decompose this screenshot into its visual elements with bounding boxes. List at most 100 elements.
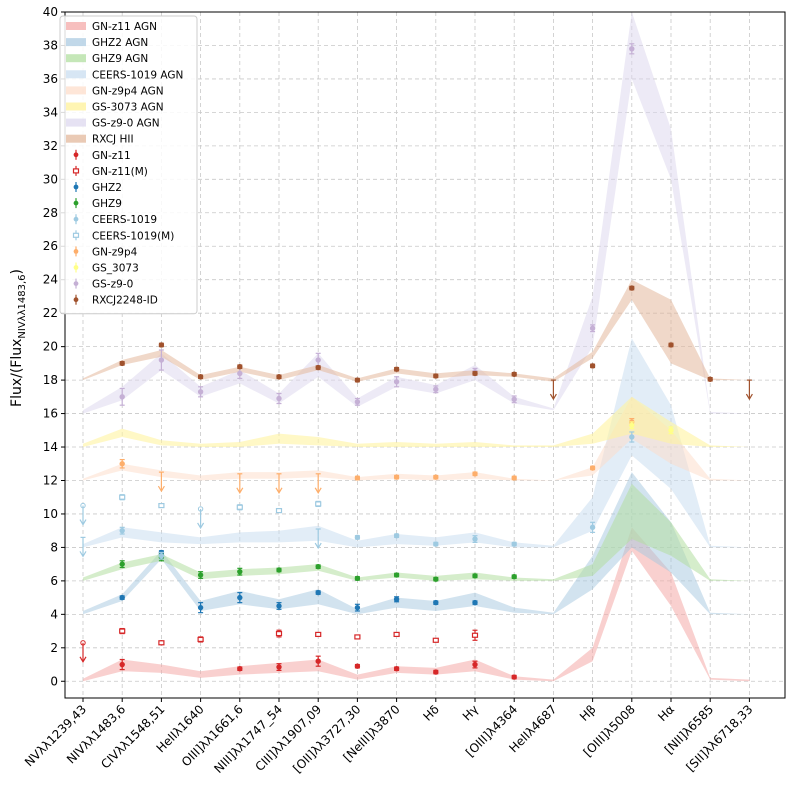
legend-label: RXCJ2248-ID [92, 295, 158, 307]
data-point [472, 661, 478, 668]
band-ghz2-agn [83, 472, 750, 615]
legend-label: GHZ9 AGN [92, 53, 148, 65]
legend-marker [73, 265, 79, 270]
data-point [119, 461, 125, 467]
data-point [629, 434, 635, 440]
legend-box [59, 15, 198, 315]
data-point [354, 604, 361, 611]
data-point [511, 475, 517, 481]
legend-marker [73, 152, 79, 158]
legend-marker [73, 249, 79, 254]
legend-marker [73, 216, 79, 222]
legend-item: GS_3073 [73, 262, 139, 275]
legend-label: RXCJ HII [92, 134, 134, 146]
data-point [275, 508, 283, 514]
y-tick-label: 30 [43, 172, 58, 186]
data-point [354, 475, 361, 481]
data-point [472, 536, 478, 542]
data-point [237, 568, 243, 575]
data-point [511, 541, 517, 547]
upper-limit-arrowhead [236, 487, 244, 494]
y-tick-label: 34 [43, 105, 58, 119]
y-axis-label: Flux/(FluxNIVλλ1483,6) [9, 269, 28, 407]
data-point [393, 631, 400, 638]
y-tick-label: 16 [43, 407, 58, 421]
data-point [393, 572, 400, 578]
y-tick-label: 6 [50, 574, 58, 588]
data-point [158, 502, 165, 509]
y-tick-label: 4 [50, 607, 58, 621]
upper-limit-arrowhead [79, 519, 87, 526]
upper-limit-arrowhead [197, 522, 205, 530]
legend-item: GN-z11 AGN [66, 21, 157, 33]
data-point [275, 630, 283, 637]
legend-item: CEERS-1019 [73, 214, 157, 226]
series-rxcj2248-id [119, 285, 753, 401]
legend-item: GN-z11(M) [72, 165, 148, 178]
data-point [197, 572, 204, 578]
y-tick-label: 32 [43, 139, 58, 153]
y-tick-label: 2 [50, 641, 58, 655]
data-point [197, 636, 204, 643]
data-point [589, 363, 596, 369]
legend-item: GHZ2 [73, 182, 122, 194]
legend-swatch [66, 134, 86, 143]
legend-label: CEERS-1019 AGN [92, 69, 183, 81]
series-ceers-1019-m- [79, 494, 322, 530]
y-tick-label: 24 [43, 273, 58, 287]
legend-swatch [66, 38, 86, 47]
y-axis-label-main: Flux/(Flux [9, 339, 25, 407]
band-gs-3073-agn [83, 396, 750, 447]
legend-swatch [66, 86, 86, 95]
legend-item: GS-3073 AGN [66, 102, 164, 114]
data-point [393, 474, 400, 480]
data-point [119, 360, 125, 367]
data-point [589, 325, 596, 331]
data-point [158, 553, 165, 559]
legend-marker [72, 168, 80, 174]
legend-swatch [66, 102, 86, 111]
data-point [315, 563, 321, 570]
data-point [433, 576, 439, 582]
data-point [629, 285, 635, 291]
band-gn-z11-agn [83, 527, 750, 682]
upper-limit-arrowhead [314, 542, 322, 550]
legend-label: GHZ2 AGN [92, 37, 148, 49]
legend-item: CEERS-1019 AGN [66, 69, 183, 81]
legend-marker [73, 297, 79, 303]
legend-items: GN-z11 AGN GHZ2 AGN GHZ9 AGN CEERS-1019 AGN… [66, 21, 183, 307]
legend-swatch [66, 118, 86, 127]
data-point [511, 371, 517, 377]
y-tick-label: 10 [43, 507, 58, 521]
upper-limit-arrowhead [745, 393, 753, 401]
data-point [472, 471, 478, 477]
data-point [668, 342, 674, 348]
data-point [276, 664, 282, 670]
legend-swatch [66, 54, 86, 63]
legend-label: CEERS-1019(M) [92, 230, 174, 242]
data-point [276, 567, 282, 573]
data-point [315, 501, 322, 507]
data-point [197, 389, 204, 395]
legend-label: GN-z11(M) [92, 166, 148, 178]
legend-label: CEERS-1019 [92, 214, 157, 226]
data-point [433, 541, 439, 547]
data-point [119, 628, 126, 634]
legend-label: GN-z11 AGN [92, 21, 157, 33]
data-point [158, 357, 165, 363]
y-tick-label: 14 [43, 440, 58, 454]
y-axis-label-close: ) [9, 269, 25, 274]
data-point [472, 370, 478, 377]
data-point [707, 376, 713, 382]
legend-item: GHZ2 AGN [66, 37, 148, 49]
data-point [354, 534, 361, 541]
data-point [472, 599, 478, 606]
upper-limit-arrowhead [157, 485, 165, 493]
legend-item: GHZ9 [73, 198, 122, 210]
data-point [354, 575, 361, 582]
data-point [511, 674, 517, 680]
series-gn-z11-m- [79, 627, 479, 663]
y-tick-label: 20 [43, 340, 58, 354]
series-layer [79, 43, 753, 680]
upper-limit-arrowhead [314, 487, 322, 494]
